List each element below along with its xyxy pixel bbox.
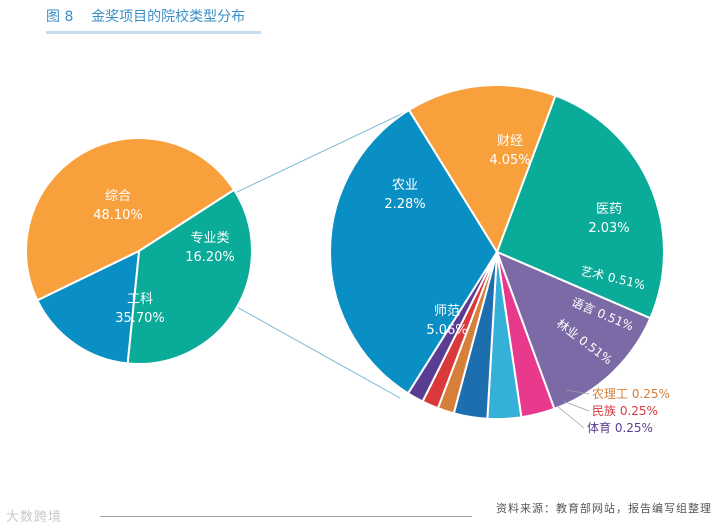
- right-pie: [329, 84, 665, 420]
- right-slice-agriculture: [407, 84, 557, 255]
- right-normal-name-label: 师范: [434, 304, 460, 319]
- right-sports-value-label: 0.25%: [615, 421, 653, 435]
- right-ethnic-value-label: 0.25%: [620, 404, 658, 418]
- right-arts-name-label: 艺术: [579, 264, 609, 284]
- right-medicine-value-label: 2.03%: [588, 221, 629, 236]
- right-medicine-name-label: 医药: [596, 202, 622, 217]
- right-slice-normal: [329, 108, 499, 395]
- connector-line-bottom: [234, 305, 401, 399]
- left-engineering-name-label: 工科: [127, 292, 153, 307]
- left-specialized-name-label: 专业类: [190, 231, 229, 246]
- right-agri-sci-eng-leader-line: [565, 389, 590, 395]
- right-agri-sci-eng-label: 农理工 0.25%: [592, 387, 670, 401]
- right-slice-finance: [495, 94, 665, 320]
- right-ethnic-name-label: 民族: [592, 404, 620, 418]
- left-comprehensive-value-label: 48.10%: [93, 208, 143, 223]
- slice-labels: 综合 48.10% 工科 35.70% 专业类 16.20% 财经 4.05% 医药 2.03% 艺…: [93, 134, 670, 435]
- right-agri-sci-eng-value-label: 0.25%: [632, 387, 670, 401]
- right-agriculture-name-label: 农业: [392, 178, 418, 193]
- right-agri-sci-eng-name-label: 农理工: [592, 387, 632, 401]
- right-slice-medicine: [495, 250, 652, 411]
- right-ethnic-leader-line: [562, 400, 590, 412]
- watermark-text: 大数跨境: [6, 510, 63, 525]
- right-finance-name-label: 财经: [497, 134, 523, 149]
- right-sports-name-label: 体育: [587, 420, 615, 435]
- left-pie: [25, 137, 253, 365]
- connector-line-top: [234, 107, 415, 194]
- title-underline: [46, 31, 261, 34]
- source-divider: [100, 516, 472, 517]
- left-slice-engineering: [126, 188, 253, 365]
- right-finance-value-label: 4.05%: [489, 153, 530, 168]
- connector-lines: [234, 107, 415, 399]
- right-sports-leader-line: [556, 405, 585, 429]
- left-engineering-value-label: 35.70%: [115, 311, 165, 326]
- left-slice-specialized: [36, 249, 141, 365]
- left-comprehensive-name-label: 综合: [105, 189, 131, 204]
- pie-of-pie-chart: 综合 48.10% 工科 35.70% 专业类 16.20% 财经 4.05% 医药 2.03% 艺…: [25, 84, 670, 435]
- left-specialized-value-label: 16.20%: [185, 250, 235, 265]
- figure-title: 图 8 金奖项目的院校类型分布: [46, 9, 246, 25]
- source-note: 资料来源：教育部网站，报告编写组整理: [496, 502, 712, 515]
- left-slice-comprehensive: [25, 137, 236, 302]
- right-ethnic-label: 民族 0.25%: [592, 404, 658, 418]
- right-sports-label: 体育 0.25%: [587, 420, 653, 435]
- right-agriculture-value-label: 2.28%: [384, 197, 425, 212]
- right-normal-value-label: 5.06%: [426, 323, 467, 338]
